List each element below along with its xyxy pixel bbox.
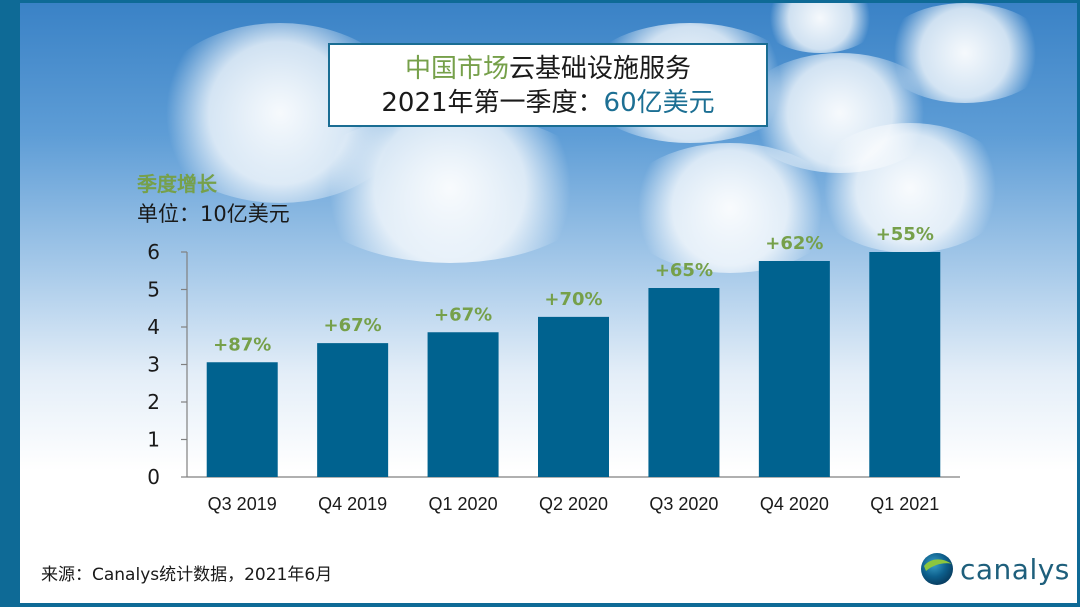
- bar-q1-2020: [427, 332, 499, 477]
- cloud: [300, 113, 600, 263]
- globe-icon: [921, 553, 953, 585]
- logo-text: canalys: [960, 552, 1070, 586]
- growth-data-label: +70%: [544, 289, 602, 310]
- cloud: [620, 143, 840, 273]
- bar-q1-2021: [869, 252, 941, 477]
- x-tick-label: Q3 2020: [649, 494, 718, 514]
- x-tick-label: Q1 2020: [429, 494, 498, 514]
- bar-q4-2019: [317, 343, 389, 477]
- growth-caption: 季度增长: [137, 172, 217, 196]
- x-tick-label: Q4 2020: [760, 494, 829, 514]
- source-note: 来源：Canalys统计数据，2021年6月: [41, 565, 333, 585]
- title-box: 中国市场云基础设施服务 2021年第一季度：60亿美元: [328, 43, 768, 127]
- bar-q3-2020: [648, 288, 720, 477]
- cloud: [880, 3, 1050, 103]
- title-market: 中国市场: [404, 54, 509, 84]
- bar-q2-2020: [538, 316, 609, 477]
- growth-data-label: +67%: [434, 304, 492, 325]
- y-tick-label: 6: [147, 240, 160, 264]
- title-line-1: 中国市场云基础设施服务: [330, 52, 766, 86]
- growth-data-label: +55%: [876, 224, 934, 245]
- bar-q4-2020: [758, 261, 830, 477]
- y-tick-label: 5: [147, 278, 160, 302]
- x-tick-label: Q2 2020: [539, 494, 608, 514]
- unit-caption: 单位：10亿美元: [137, 202, 290, 226]
- title-service: 云基础设施服务: [509, 54, 692, 84]
- y-tick-label: 3: [147, 353, 160, 377]
- growth-data-label: +62%: [765, 233, 823, 254]
- title-line-2: 2021年第一季度：60亿美元: [330, 86, 766, 120]
- x-tick-label: Q3 2019: [208, 494, 277, 514]
- x-tick-label: Q1 2021: [870, 494, 939, 514]
- y-tick-label: 4: [147, 315, 160, 339]
- canalys-logo: canalys: [920, 552, 1070, 586]
- x-tick-label: Q4 2019: [318, 494, 387, 514]
- bar-q3-2019: [206, 362, 278, 477]
- growth-data-label: +87%: [213, 334, 271, 355]
- y-tick-label: 1: [147, 428, 160, 452]
- growth-data-label: +67%: [324, 315, 382, 336]
- y-tick-label: 0: [147, 465, 160, 489]
- cloud: [810, 123, 1010, 253]
- growth-data-label: +65%: [655, 260, 713, 281]
- title-total-value: 60亿美元: [603, 88, 715, 118]
- y-tick-label: 2: [147, 390, 160, 414]
- title-period: 2021年第一季度：: [381, 88, 604, 118]
